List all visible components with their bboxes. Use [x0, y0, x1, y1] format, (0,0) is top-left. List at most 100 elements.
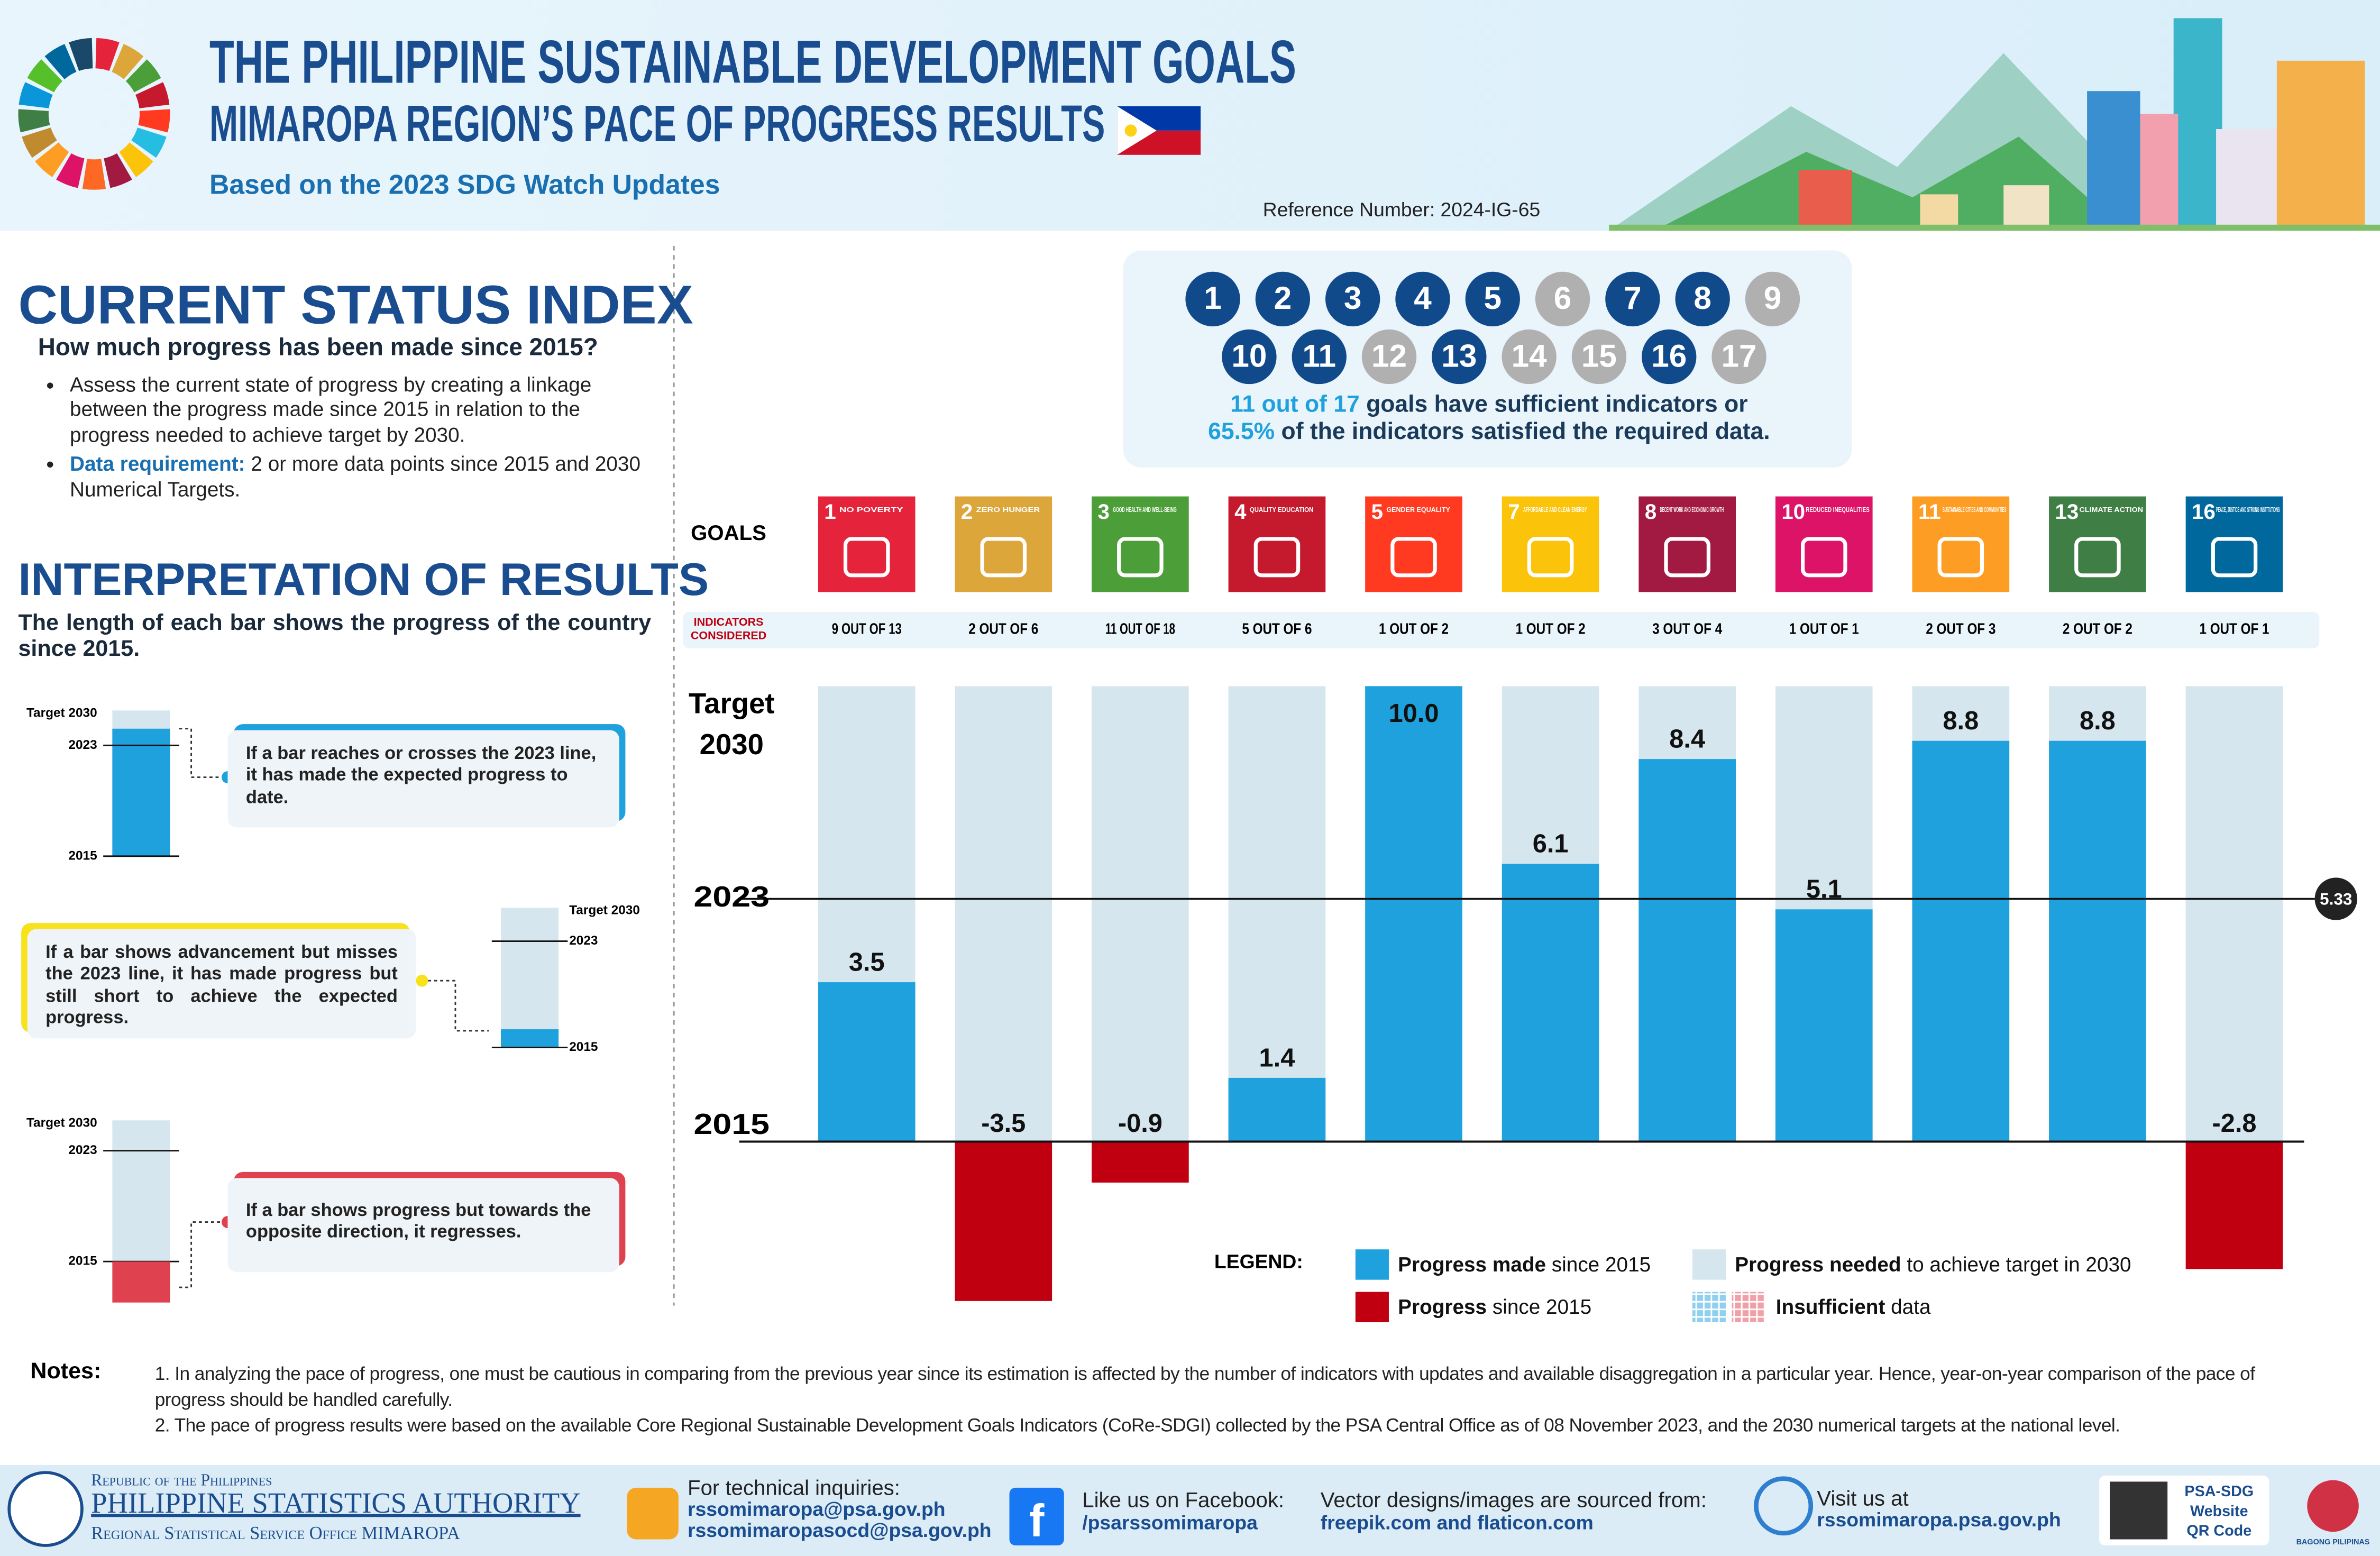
legend-swatch: [1732, 1292, 1765, 1323]
legend-swatch: [1355, 1249, 1389, 1280]
summary-part: of the indicators satisfied the required…: [1275, 418, 1770, 444]
summary-part: goals have sufficient indicators or: [1360, 391, 1748, 417]
skyline: [1609, 18, 2380, 231]
bar: [1912, 740, 2010, 1142]
goal-tile-name: NO POVERTY: [839, 506, 903, 514]
goal-tile-number: 5: [1371, 500, 1383, 524]
interpretation-text: The length of each bar shows the progres…: [18, 610, 652, 663]
goal-tile-name: DECENT WORK AND ECONOMIC GROWTH: [1660, 506, 1724, 514]
section-title: CURRENT STATUS INDEX: [18, 273, 693, 336]
value-label: 1.4: [1259, 1044, 1295, 1072]
indicators-count: 1 OUT OF 2: [1379, 621, 1449, 638]
goal-icon: [1117, 537, 1164, 578]
legend-label: Insufficient data: [1776, 1296, 1931, 1319]
title: THE PHILIPPINE SUSTAINABLE DEVELOPMENT G…: [209, 29, 1296, 96]
indicators-count: 2 OUT OF 3: [1926, 621, 1995, 638]
goal-tile-number: 7: [1508, 500, 1519, 524]
goal-tile-number: 2: [961, 500, 973, 524]
legend-title: LEGEND:: [1214, 1250, 1303, 1273]
indicators-count: 2 OUT OF 2: [2063, 621, 2132, 638]
y-tick-label: 2015: [694, 1108, 770, 1140]
bar: [1092, 1141, 1189, 1183]
bar: [1638, 759, 1736, 1142]
goal-tile-name: GENDER EQUALITY: [1386, 506, 1450, 514]
legend-swatch: [1355, 1292, 1389, 1323]
footer-republic: Republic of the Philippines: [91, 1471, 272, 1489]
notes: 1. In analyzing the pace of progress, on…: [155, 1362, 2326, 1440]
mini-bar: [112, 1261, 170, 1303]
wheel-segment: [104, 153, 132, 188]
website: rssomimaropa.psa.gov.ph: [1817, 1508, 2061, 1531]
note: 2. The pace of progress results were bas…: [154, 1415, 2120, 1437]
goal-circle: [1642, 329, 1697, 385]
goal-circle: [1292, 329, 1347, 385]
goal-circle: [1361, 329, 1417, 385]
qr-label: Website: [2190, 1503, 2248, 1520]
wheel-segment: [27, 59, 63, 93]
section-title: INTERPRETATION OF RESULTS: [18, 555, 709, 606]
value-label: -3.5: [981, 1109, 1026, 1138]
legend-text: since 2015: [1487, 1296, 1591, 1319]
mini-label: 2023: [569, 933, 598, 948]
mini-label: 2015: [68, 1254, 97, 1268]
basis: Based on the 2023 SDG Watch Updates: [209, 169, 720, 200]
goal-number: 12: [1371, 337, 1407, 373]
goal-number: 5: [1484, 280, 1502, 316]
question: How much progress has been made since 20…: [38, 335, 598, 362]
wheel-segment: [125, 59, 161, 93]
wheel-segment: [138, 109, 170, 133]
value-label: -0.9: [1118, 1109, 1162, 1138]
goal-tile-name: SUSTAINABLE CITIES AND COMMUNITIES: [1943, 506, 2007, 514]
legend-text: data: [1885, 1296, 1931, 1319]
bar: [1365, 686, 1462, 1142]
summary-line-1: 11 out of 17 goals have sufficient indic…: [1230, 391, 1748, 417]
inquiries-label: For technical inquiries:: [688, 1476, 900, 1499]
requirement-label: Data requirement:: [70, 453, 245, 476]
legend-swatch: [1692, 1292, 1726, 1323]
target-bar: [1092, 686, 1189, 1142]
note: 1. In analyzing the pace of progress, on…: [154, 1363, 2255, 1411]
goal-circle: [1571, 329, 1627, 385]
visit-label: Visit us at: [1817, 1486, 1908, 1510]
bar: [818, 982, 916, 1142]
wheel-segment: [119, 142, 153, 177]
goal-circle: [1675, 271, 1730, 327]
mini-label: 2023: [68, 1143, 97, 1157]
legend-bold: Progress made: [1398, 1253, 1546, 1276]
bullet: Data requirement: 2 or more data points …: [70, 453, 665, 504]
goal-circle: [1222, 329, 1277, 385]
bar: [1775, 909, 1873, 1142]
bar: [1228, 1077, 1326, 1142]
reference-value: 5.33: [2320, 890, 2352, 909]
goal-circle: [1605, 271, 1660, 327]
goal-circle: [1502, 329, 1557, 385]
wheel-segment: [44, 44, 77, 79]
goal-number: 9: [1764, 280, 1782, 316]
indicators-count: 5 OUT OF 6: [1242, 621, 1312, 638]
value-label: 8.4: [1669, 725, 1705, 754]
goal-number: 15: [1581, 337, 1617, 373]
value-label: 8.8: [2080, 707, 2116, 735]
vector-sources: freepik.com and flaticon.com: [1321, 1512, 1594, 1534]
mini-label: 2023: [68, 738, 97, 752]
requirement-text: 2 or more data points since 2015 and 203…: [70, 453, 641, 501]
goal-number: 17: [1722, 337, 1757, 373]
notes-label: Notes:: [30, 1358, 102, 1385]
goal-tile-number: 1: [824, 500, 836, 524]
svg-text:f: f: [1029, 1496, 1045, 1546]
goal-circle: [1185, 271, 1240, 327]
wheel-segment: [95, 38, 120, 71]
goal-tile-number: 10: [1781, 500, 1805, 524]
connector: [179, 728, 225, 779]
mini-bg: [112, 1120, 170, 1262]
goal-icon: [1390, 537, 1437, 578]
goal-tile-name: REDUCED INEQUALITIES: [1806, 506, 1870, 514]
case-box: If a bar reaches or crosses the 2023 lin…: [227, 730, 619, 828]
goal-circle: [1465, 271, 1520, 327]
goal-number: 7: [1624, 280, 1642, 316]
case-box: If a bar shows progress but towards the …: [227, 1178, 619, 1273]
goal-number: 8: [1694, 280, 1711, 316]
goal-icon: [1527, 537, 1574, 578]
wheel-segment: [18, 109, 50, 133]
goal-tile-number: 4: [1234, 500, 1247, 524]
